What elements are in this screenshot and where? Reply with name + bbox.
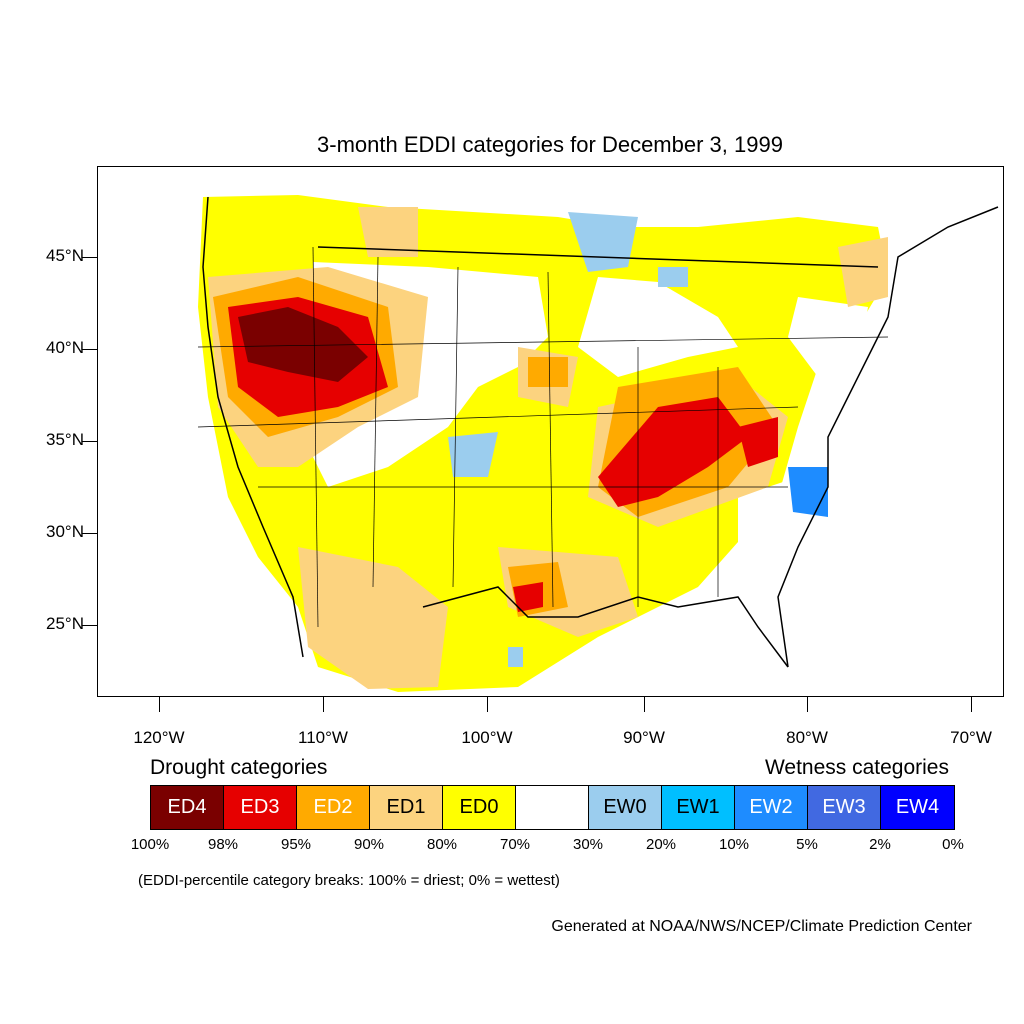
lon-label: 70°W xyxy=(950,728,992,747)
legend-box-ed0: ED0 xyxy=(443,786,516,829)
lon-tick xyxy=(971,697,972,712)
ed1-montana xyxy=(358,207,418,257)
border-6 xyxy=(197,406,799,428)
lat-tick xyxy=(82,349,97,350)
legend-box-ed4: ED4 xyxy=(151,786,224,829)
ew2-carolina xyxy=(788,467,828,517)
wetness-heading: Wetness categories xyxy=(764,756,949,779)
lon-tick xyxy=(807,697,808,712)
lat-label: 35°N xyxy=(46,430,84,449)
percent-break-label: 2% xyxy=(869,836,891,853)
percent-break-label: 80% xyxy=(426,836,458,853)
percent-break-label: 90% xyxy=(353,836,385,853)
credit-line: Generated at NOAA/NWS/NCEP/Climate Predi… xyxy=(551,918,972,935)
ed4-areas xyxy=(238,307,368,382)
drought-heading: Drought categories xyxy=(150,756,328,779)
conus-eddi-map xyxy=(98,167,1003,696)
lon-tick xyxy=(159,697,160,712)
legend-box-ew2: EW2 xyxy=(735,786,808,829)
lat-label: 40°N xyxy=(46,338,84,357)
legend-box-ed1: ED1 xyxy=(370,786,443,829)
percent-break-label: 30% xyxy=(572,836,604,853)
lat-label: 30°N xyxy=(46,522,84,541)
ew0-michigan xyxy=(658,267,688,287)
percent-break-label: 98% xyxy=(207,836,239,853)
ed3-texas xyxy=(513,582,543,612)
lon-label: 100°W xyxy=(461,728,513,747)
lat-tick xyxy=(82,257,97,258)
map-title: 3-month EDDI categories for December 3, … xyxy=(317,132,783,157)
ed1-southwest xyxy=(298,547,448,689)
lat-tick xyxy=(82,441,97,442)
lon-tick xyxy=(323,697,324,712)
border-3 xyxy=(452,266,459,588)
border-5 xyxy=(197,336,889,348)
percent-break-label: 100% xyxy=(130,836,170,853)
border-1 xyxy=(312,246,319,628)
border-4 xyxy=(547,271,554,608)
atlantic-coast xyxy=(777,206,999,668)
percent-break-label: 10% xyxy=(718,836,750,853)
state-borders xyxy=(197,246,889,628)
map-frame xyxy=(97,166,1004,697)
lon-label: 120°W xyxy=(133,728,185,747)
ed4-nevada-utah xyxy=(238,307,368,382)
legend-bar: ED4 ED3 ED2 ED1 ED0 EW0 EW1 EW2 EW3 EW4 xyxy=(150,785,955,830)
legend-box-ew4: EW4 xyxy=(881,786,954,829)
border-2 xyxy=(372,256,379,588)
ew0-kansas xyxy=(448,432,498,477)
percent-break-label: 0% xyxy=(942,836,964,853)
lon-label: 90°W xyxy=(623,728,665,747)
lat-label: 25°N xyxy=(46,614,84,633)
northern-border xyxy=(317,246,879,268)
normal-northeast xyxy=(788,297,868,377)
legend-note: (EDDI-percentile category breaks: 100% =… xyxy=(138,872,560,889)
percent-break-label: 70% xyxy=(499,836,531,853)
lon-label: 110°W xyxy=(298,728,348,747)
percent-break-label: 95% xyxy=(280,836,312,853)
legend-box-normal xyxy=(516,786,589,829)
ed3-virginia xyxy=(738,417,778,467)
legend-box-ew3: EW3 xyxy=(808,786,881,829)
lon-label: 80°W xyxy=(786,728,828,747)
ed3-kentucky xyxy=(598,397,748,507)
pacific-coast xyxy=(202,196,304,658)
lat-label: 45°N xyxy=(46,246,84,265)
legend-box-ew0: EW0 xyxy=(589,786,662,829)
legend-box-ew1: EW1 xyxy=(662,786,735,829)
ew0-south-texas xyxy=(508,647,523,667)
legend-box-ed3: ED3 xyxy=(224,786,297,829)
ed1-maine xyxy=(838,237,888,307)
lon-tick xyxy=(644,697,645,712)
lat-tick xyxy=(82,625,97,626)
lon-tick xyxy=(487,697,488,712)
legend-box-ed2: ED2 xyxy=(297,786,370,829)
lat-tick xyxy=(82,533,97,534)
percent-break-label: 20% xyxy=(645,836,677,853)
percent-break-label: 5% xyxy=(796,836,818,853)
normal-greatlakes xyxy=(578,277,738,377)
ed2-missouri xyxy=(528,357,568,387)
